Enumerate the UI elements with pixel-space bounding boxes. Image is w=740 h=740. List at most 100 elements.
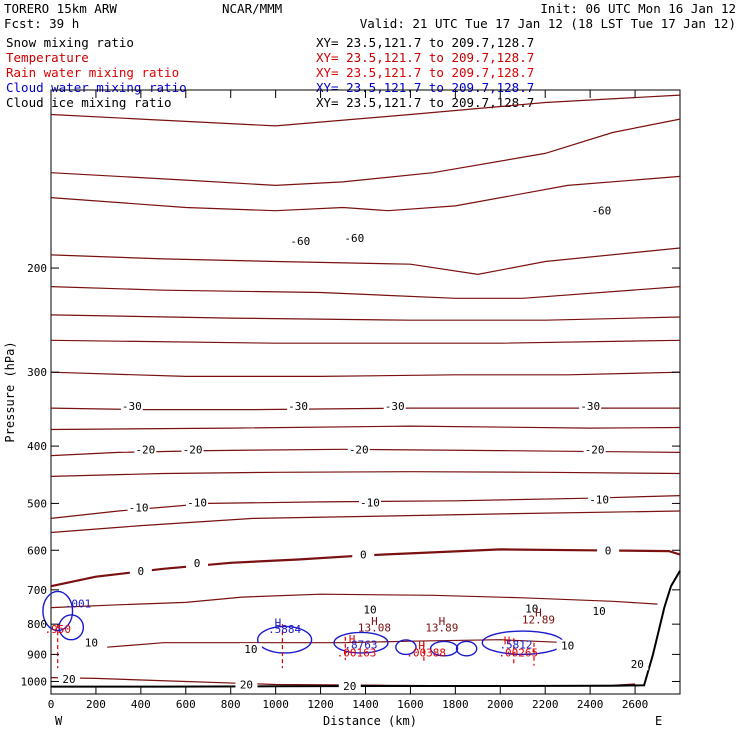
extremum-label: .00265 xyxy=(498,646,538,659)
extremum-label: .001 xyxy=(65,597,92,610)
contour-label: 20 xyxy=(240,679,253,692)
contour-label: 0 xyxy=(360,548,367,561)
contour-label-bg xyxy=(588,493,611,506)
x-tick-label: 400 xyxy=(131,698,151,711)
x-axis-title: Distance (km) xyxy=(323,714,417,728)
rain-contours xyxy=(57,624,535,669)
y-tick-label: 900 xyxy=(27,648,47,661)
extremum-label: H xyxy=(275,617,282,630)
fcst-time: Fcst: 39 h xyxy=(4,16,79,31)
y-tick-label: 400 xyxy=(27,440,47,453)
temperature-isotherm xyxy=(50,448,681,457)
contour-label-bg xyxy=(181,443,204,456)
cloud-water-contour xyxy=(395,639,417,656)
contour-label: 20 xyxy=(343,680,356,693)
temperature-isotherm xyxy=(50,339,681,344)
temperature-isotherm xyxy=(50,425,681,431)
field-name: Cloud ice mixing ratio xyxy=(6,95,172,110)
contour-label: -10 xyxy=(187,496,207,509)
extremum-label: 13.89 xyxy=(425,621,458,634)
y-tick-label: 1000 xyxy=(21,675,48,688)
valid-time: Valid: 21 UTC Tue 17 Jan 12 (18 LST Tue … xyxy=(360,16,736,31)
contour-label: -10 xyxy=(360,496,380,509)
contour-label-bg xyxy=(579,399,602,412)
axes: 0 200 400 600 800 1000 1200 1400 1600 1800 2000 220… xyxy=(21,90,680,711)
temperature-isotherm xyxy=(107,639,568,648)
header: TORERO 15km ARW NCAR/MMM Init: 06 UTC Mo… xyxy=(4,1,736,31)
y-tick-label: 500 xyxy=(27,497,47,510)
cloud-water-contour xyxy=(429,640,459,657)
x-tick-label: 2600 xyxy=(622,698,649,711)
x-tick-label: 2200 xyxy=(532,698,559,711)
x-tick-label: 800 xyxy=(221,698,241,711)
temperature-isotherm xyxy=(50,371,681,377)
contour-label-bg xyxy=(358,496,381,509)
x-tick-label: 1800 xyxy=(442,698,469,711)
contour-label-bg xyxy=(134,443,157,456)
temperature-isotherm xyxy=(50,286,681,299)
contour-label-bg xyxy=(57,672,80,685)
contour-label-bg xyxy=(358,603,381,616)
extremum-label: .00163 xyxy=(337,646,377,659)
contour-label-bg xyxy=(186,556,209,569)
field-name: Temperature xyxy=(6,50,89,65)
temperature-isotherm xyxy=(50,247,681,276)
contour-label-bg xyxy=(343,232,366,245)
east-label: E xyxy=(655,714,662,728)
extremum-label: .5884 xyxy=(268,623,301,636)
contour-label: 0 xyxy=(138,565,145,578)
cloud-water-contour xyxy=(333,631,389,654)
contour-label-bg xyxy=(127,501,150,514)
contour-label: -20 xyxy=(585,443,605,456)
temperature-contours xyxy=(50,94,681,687)
temperature-isotherm xyxy=(50,314,681,321)
contour-label-bg xyxy=(235,678,258,691)
y-tick-label: 600 xyxy=(27,544,47,557)
temperature-isotherm xyxy=(50,593,658,609)
contour-label-bg xyxy=(287,399,310,412)
x-tick-label: 2000 xyxy=(487,698,514,711)
contour-labels: -60 -60 -60 -30 -30 -30 -30 -20 -20 -20 -20 -10 -10 -… xyxy=(44,204,649,693)
contour-label: -60 xyxy=(591,205,611,218)
contour-label: 10 xyxy=(363,603,376,616)
contour-label: -10 xyxy=(129,501,149,514)
contour-label: 10 xyxy=(244,643,257,656)
cloud-water-contour xyxy=(455,640,478,657)
init-time: Init: 06 UTC Mon 16 Jan 12 xyxy=(540,1,736,16)
contour-label-bg xyxy=(588,604,611,617)
temperature-isotherm xyxy=(50,94,681,127)
temperature-isotherm xyxy=(50,471,681,477)
extremum-label: .8763 xyxy=(344,639,377,652)
extremum-label: H xyxy=(349,633,356,646)
contour-label: 0 xyxy=(605,544,612,557)
contour-label-bg xyxy=(383,399,406,412)
contour-label: -60 xyxy=(344,232,364,245)
west-label: W xyxy=(55,714,63,728)
contour-label-bg xyxy=(556,639,579,652)
x-tick-label: 1000 xyxy=(262,698,289,711)
contour-label-bg xyxy=(338,679,361,692)
contour-label: -30 xyxy=(122,400,142,413)
temperature-isotherm xyxy=(50,510,681,534)
extremum-label: H xyxy=(504,634,511,647)
extremum-label: H xyxy=(535,607,542,620)
cloud-water-contour xyxy=(256,625,313,654)
contour-label-bg xyxy=(289,234,312,247)
contour-label-bg xyxy=(352,548,375,561)
contour-label-bg xyxy=(129,564,152,577)
contour-label: -20 xyxy=(183,443,203,456)
extremum-label: H xyxy=(418,640,425,653)
extremum-label: 13.08 xyxy=(358,621,391,634)
center-name: NCAR/MMM xyxy=(222,1,282,16)
x-tick-label: 2400 xyxy=(577,698,604,711)
field-xy: XY= 23.5,121.7 to 209.7,128.7 xyxy=(316,95,534,110)
field-list: Snow mixing ratio XY= 23.5,121.7 to 209.7… xyxy=(6,35,534,110)
field-xy: XY= 23.5,121.7 to 209.7,128.7 xyxy=(316,50,534,65)
contour-label-bg xyxy=(590,204,613,217)
model-name: TORERO 15km ARW xyxy=(4,1,117,16)
contour-label: -30 xyxy=(288,400,308,413)
contour-label: -30 xyxy=(385,400,405,413)
contour-label-bg xyxy=(80,636,103,649)
contour-label: -30 xyxy=(580,400,600,413)
temperature-isotherm xyxy=(50,175,681,212)
